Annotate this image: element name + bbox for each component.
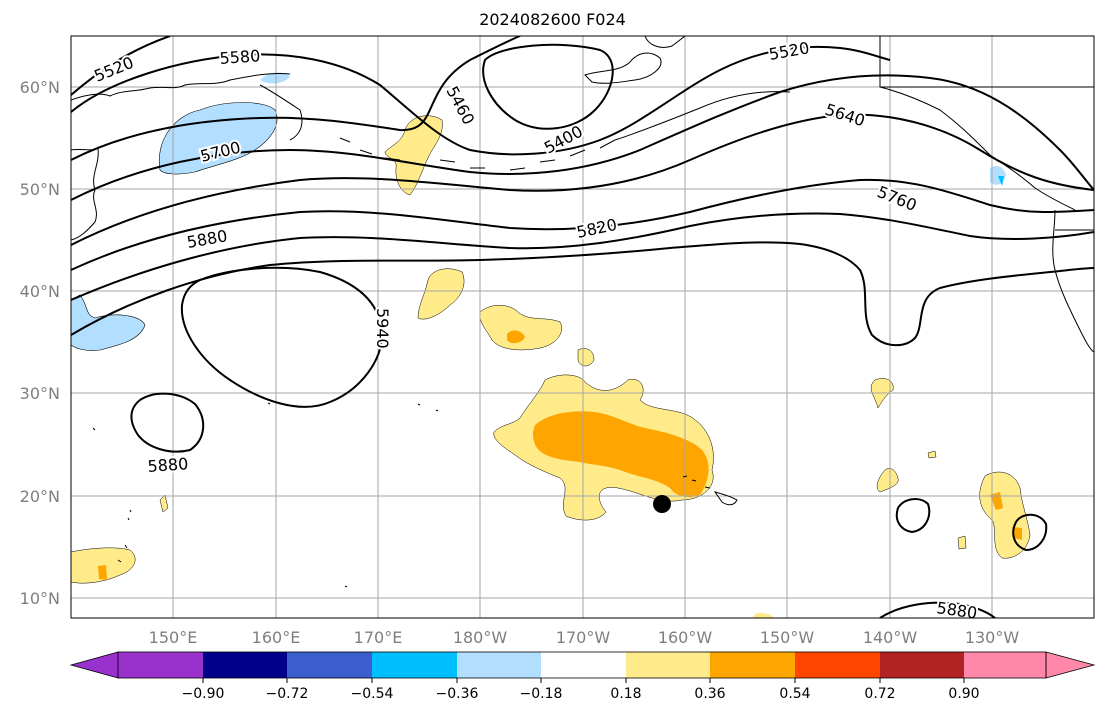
colorbar-tick: 0.90 (948, 686, 979, 702)
lon-label: 170°E (354, 628, 403, 647)
lon-label: 150°W (760, 628, 815, 647)
coastlines (71, 36, 1094, 588)
positive-anomaly-area (479, 305, 562, 351)
colorbar-segment (795, 652, 880, 678)
strong-positive-anomaly-area (532, 411, 709, 498)
colorbar-tick: 0.72 (864, 686, 895, 702)
colorbar: −0.90 −0.72 −0.54 −0.36 −0.18 0.18 0.36 … (69, 651, 1096, 702)
colorbar-extend-low (69, 651, 119, 679)
lat-label: 30°N (20, 384, 60, 403)
colorbar-segment (118, 652, 203, 678)
negative-anomaly-area (998, 176, 1004, 186)
lat-label: 50°N (20, 180, 60, 199)
positive-anomaly-area (417, 268, 465, 320)
positive-anomaly-area (577, 348, 595, 367)
lon-label: 170°W (556, 628, 611, 647)
latitude-labels: 60°N 50°N 40°N 30°N 20°N 10°N (20, 78, 60, 608)
negative-anomaly-area (71, 294, 146, 351)
map-border (70, 35, 1095, 619)
colorbar-segment (541, 652, 626, 678)
colorbar-segment (710, 652, 795, 678)
positive-anomaly-area (384, 115, 443, 196)
contour-label: 5940 (373, 308, 392, 349)
colorbar-tick: −0.72 (266, 686, 309, 702)
storm-center-marker (653, 495, 671, 513)
colorbar-tick: −0.36 (436, 686, 479, 702)
colorbar-tick: −0.18 (520, 686, 563, 702)
map-title: 2024082600 F024 (479, 10, 626, 29)
colorbar-segment (372, 652, 457, 678)
positive-anomaly-area (957, 535, 967, 550)
colorbar-segment (626, 652, 710, 678)
positive-anomaly-area (159, 494, 169, 513)
colorbar-segment (457, 652, 541, 678)
shading-layer (71, 72, 1031, 618)
colorbar-tick: −0.90 (182, 686, 225, 702)
lat-label: 40°N (20, 282, 60, 301)
contour-label: 5880 (147, 454, 189, 476)
colorbar-segment (287, 652, 372, 678)
lon-label: 160°W (658, 628, 713, 647)
height-contours (71, 36, 1094, 618)
lon-label: 150°E (149, 628, 198, 647)
lon-label: 160°E (252, 628, 301, 647)
positive-anomaly-area (927, 450, 937, 459)
contour-label: 5580 (219, 46, 261, 68)
strong-positive-anomaly-area (98, 565, 107, 580)
colorbar-tick: 0.18 (610, 686, 641, 702)
lon-label: 140°W (863, 628, 918, 647)
lat-label: 60°N (20, 78, 60, 97)
longitude-labels: 150°E 160°E 170°E 180°W 170°W 160°W 150°… (149, 628, 1020, 647)
lon-label: 180°W (453, 628, 508, 647)
colorbar-outline (117, 651, 1047, 679)
positive-anomaly-area (752, 613, 774, 618)
lat-label: 20°N (20, 487, 60, 506)
negative-anomaly-area (260, 72, 290, 84)
colorbar-tick: −0.54 (351, 686, 394, 702)
colorbar-tick: 0.36 (694, 686, 725, 702)
strong-positive-anomaly-area (507, 330, 525, 344)
colorbar-segment (203, 652, 287, 678)
positive-anomaly-area (876, 468, 899, 493)
lat-label: 10°N (20, 589, 60, 608)
colorbar-tick: 0.54 (779, 686, 810, 702)
colorbar-segment (964, 652, 1046, 678)
colorbar-segment (880, 652, 964, 678)
lon-label: 130°W (965, 628, 1020, 647)
colorbar-extend-high (1045, 651, 1096, 679)
